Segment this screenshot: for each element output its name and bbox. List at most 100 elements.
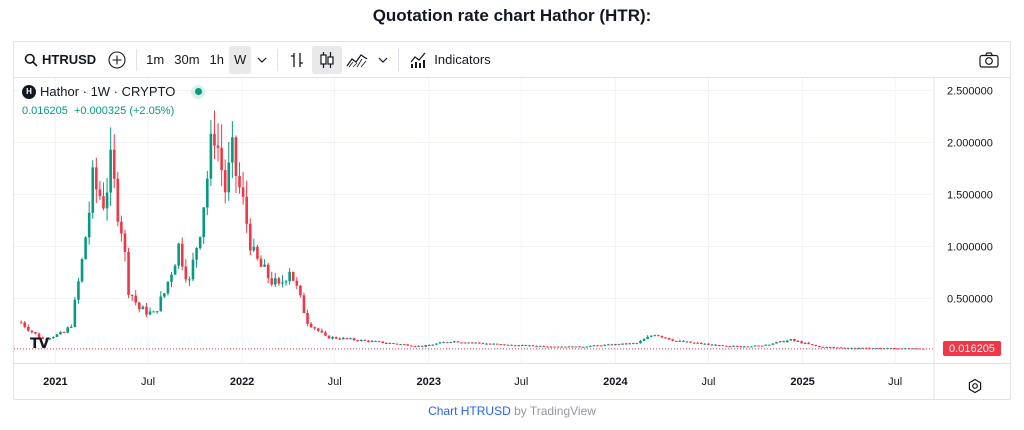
chevron-down-icon bbox=[378, 57, 388, 63]
candle-body bbox=[252, 246, 256, 251]
symbol-label: HTRUSD bbox=[42, 52, 97, 67]
attribution-suffix: by TradingView bbox=[510, 404, 596, 418]
indicators-button[interactable]: Indicators bbox=[403, 46, 496, 74]
candle-body bbox=[821, 346, 825, 348]
y-tick-label: 2.500000 bbox=[947, 85, 993, 97]
candle-body bbox=[828, 346, 832, 348]
candle-body bbox=[245, 196, 248, 224]
candle-body bbox=[800, 341, 803, 344]
candle-body bbox=[288, 271, 291, 282]
candle-body bbox=[66, 327, 69, 333]
candle-body bbox=[624, 343, 628, 345]
candle-body bbox=[664, 337, 667, 339]
area-button[interactable] bbox=[342, 46, 372, 74]
candle-body bbox=[402, 344, 406, 346]
price-chart[interactable]: 0.500000 1.000000 1.500000 2.000000 2.500000… bbox=[14, 78, 1010, 399]
candle-body bbox=[173, 265, 177, 275]
candle-body bbox=[213, 133, 216, 146]
x-tick-label: Jul bbox=[888, 376, 902, 388]
market-status-icon[interactable] bbox=[191, 84, 206, 99]
candle-body bbox=[581, 346, 585, 348]
interval-w[interactable]: W bbox=[229, 45, 252, 74]
candle-body bbox=[420, 345, 424, 347]
candle-body bbox=[69, 326, 73, 328]
candle-body bbox=[671, 339, 674, 341]
candle-body bbox=[241, 187, 245, 197]
candle-body bbox=[248, 223, 252, 251]
candle-body bbox=[152, 311, 155, 313]
candle-body bbox=[560, 346, 564, 348]
candle-body bbox=[606, 344, 610, 346]
candle-body bbox=[631, 343, 635, 345]
candle-body bbox=[803, 342, 807, 344]
scale-settings-button[interactable] bbox=[967, 378, 983, 399]
x-tick-label: Jul bbox=[701, 376, 715, 388]
candle-body bbox=[392, 343, 395, 345]
candle-body bbox=[234, 137, 238, 177]
toolbar-divider bbox=[136, 48, 138, 71]
candle-body bbox=[764, 344, 768, 346]
candle-body bbox=[689, 341, 692, 343]
candle-body bbox=[163, 293, 166, 297]
candle-body bbox=[284, 281, 288, 283]
candle-body bbox=[342, 337, 345, 340]
candle-body bbox=[438, 342, 442, 344]
candle-body bbox=[216, 145, 220, 148]
bar-style-button[interactable] bbox=[282, 46, 312, 74]
candle-body bbox=[667, 337, 671, 340]
candle-body bbox=[334, 337, 338, 339]
candle-body bbox=[338, 338, 342, 340]
candle-body bbox=[112, 149, 116, 179]
candle-body bbox=[789, 339, 793, 341]
candle-body bbox=[528, 345, 531, 347]
candle-body bbox=[567, 346, 571, 348]
candle-body bbox=[488, 343, 492, 345]
candle-body bbox=[256, 246, 259, 259]
candle-body bbox=[474, 342, 478, 344]
candle-body bbox=[796, 340, 800, 342]
candle-body bbox=[556, 346, 560, 348]
candle-body bbox=[102, 196, 105, 209]
tradingview-logo[interactable]: TV bbox=[30, 336, 49, 352]
candle-body bbox=[388, 343, 392, 345]
candle-body bbox=[875, 347, 879, 349]
candle-body bbox=[832, 347, 836, 349]
candle-body bbox=[678, 340, 682, 342]
candle-body bbox=[857, 347, 861, 349]
candle-body bbox=[911, 348, 914, 350]
last-price-tag: 0.016205 bbox=[943, 341, 1001, 357]
candle-body bbox=[760, 345, 764, 347]
candles-button[interactable] bbox=[312, 45, 343, 74]
candle-body bbox=[882, 348, 886, 350]
interval-1h[interactable]: 1h bbox=[209, 52, 224, 67]
interval-1m[interactable]: 1m bbox=[146, 52, 165, 67]
interval-dropdown[interactable] bbox=[251, 46, 273, 74]
candle-body bbox=[657, 335, 660, 337]
candle-body bbox=[105, 192, 109, 209]
candle-body bbox=[896, 348, 900, 350]
candle-body bbox=[331, 337, 334, 339]
chart-type-dropdown[interactable] bbox=[372, 46, 394, 74]
symbol-search[interactable]: HTRUSD bbox=[14, 46, 102, 74]
candle-body bbox=[589, 345, 592, 347]
candle-body bbox=[259, 258, 263, 267]
interval-30m[interactable]: 30m bbox=[174, 52, 200, 67]
candle-body bbox=[374, 341, 377, 343]
candle-body bbox=[77, 281, 80, 300]
candle-body bbox=[191, 259, 195, 280]
candle-body bbox=[642, 339, 646, 341]
snapshot-button[interactable] bbox=[974, 46, 1004, 74]
candle-body bbox=[206, 178, 209, 208]
candle-body bbox=[177, 243, 180, 266]
candle-body bbox=[453, 341, 456, 343]
candle-body bbox=[281, 282, 284, 284]
gear-icon bbox=[968, 378, 982, 394]
candle-body bbox=[621, 343, 624, 345]
x-tick-label: 2023 bbox=[416, 376, 440, 388]
add-symbol-button[interactable] bbox=[102, 46, 132, 74]
attribution-link[interactable]: Chart HTRUSD bbox=[428, 404, 511, 418]
candle-body bbox=[918, 348, 921, 350]
candle-body bbox=[503, 344, 506, 346]
candle-body bbox=[836, 347, 839, 349]
candle-body bbox=[445, 342, 449, 344]
